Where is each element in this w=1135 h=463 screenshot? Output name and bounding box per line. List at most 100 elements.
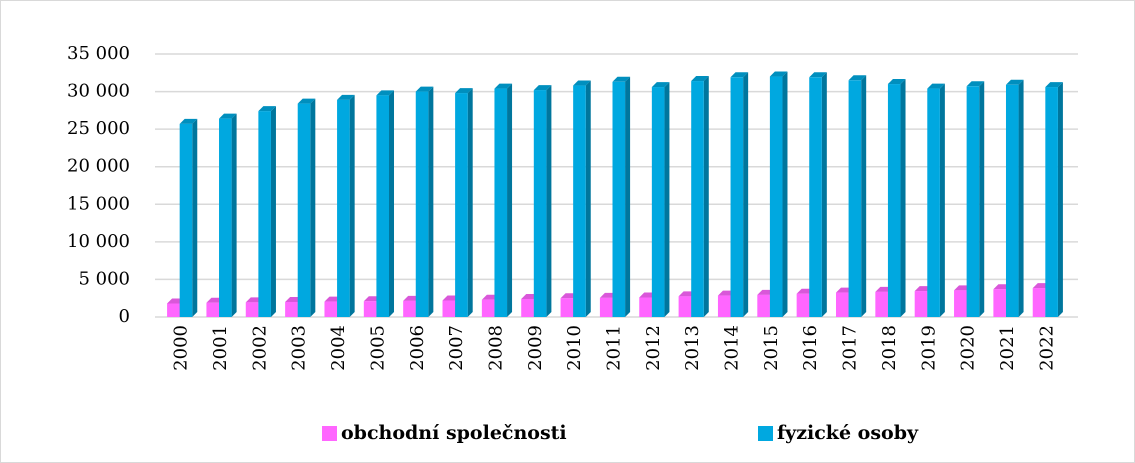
x-tick-label: 2006 <box>407 325 428 371</box>
bar-depth <box>743 72 749 318</box>
y-tick-label: 30 000 <box>67 81 130 102</box>
bar <box>651 87 665 317</box>
bar-depth <box>821 72 827 318</box>
bar-top <box>337 94 355 100</box>
bar <box>848 80 862 317</box>
y-tick-label: 35 000 <box>67 43 130 64</box>
bar <box>1005 84 1019 318</box>
bar <box>599 297 613 317</box>
bar-depth <box>1018 79 1024 318</box>
bar <box>1032 288 1046 317</box>
bar <box>442 300 456 317</box>
x-tick-label: 2016 <box>800 325 821 371</box>
bar <box>993 289 1006 317</box>
bar-top <box>494 83 513 89</box>
y-tick-label: 15 000 <box>67 193 130 214</box>
bar-top <box>887 79 906 85</box>
bar-top <box>415 86 434 92</box>
bar <box>954 290 967 317</box>
bar-depth <box>231 113 237 317</box>
bar-depth <box>192 118 198 317</box>
bar <box>337 99 350 317</box>
bar-depth <box>939 83 945 318</box>
bar-depth <box>389 90 395 317</box>
bar <box>612 81 626 317</box>
bar <box>769 76 783 318</box>
bar-depth <box>979 81 985 317</box>
bar-top <box>258 106 276 112</box>
bar-depth <box>625 76 631 317</box>
x-tick-label: 2007 <box>446 325 467 371</box>
x-tick-label: 2018 <box>879 325 900 371</box>
x-tick-label: 2001 <box>210 325 231 371</box>
bar <box>678 296 692 317</box>
x-tick-label: 2022 <box>1036 325 1057 371</box>
x-tick-label: 2021 <box>997 325 1018 371</box>
bar <box>560 298 574 317</box>
bar <box>1045 87 1058 317</box>
bar <box>757 294 770 317</box>
bar <box>258 111 271 317</box>
bar-top <box>691 76 709 82</box>
bar <box>809 77 822 318</box>
bar-depth <box>507 83 513 318</box>
bar-depth <box>310 98 316 317</box>
bar <box>403 300 416 317</box>
bar-top <box>297 98 316 104</box>
bar <box>415 91 429 317</box>
bar-depth <box>703 76 709 318</box>
x-tick-label: 2012 <box>643 325 664 371</box>
bar-depth <box>349 94 355 317</box>
bar <box>455 93 468 318</box>
x-tick-label: 2009 <box>525 325 546 371</box>
x-tick-label: 2013 <box>682 325 703 371</box>
legend-label: fyzické osoby <box>777 422 919 444</box>
bar <box>966 86 980 317</box>
bar <box>875 291 888 317</box>
bar <box>914 291 928 317</box>
bar <box>927 88 940 318</box>
bar-depth <box>664 82 670 317</box>
bar-top <box>730 72 749 78</box>
bar-depth <box>428 86 434 317</box>
legend-swatch <box>758 426 773 441</box>
x-tick-label: 2019 <box>918 325 939 371</box>
bar-depth <box>585 80 591 317</box>
bar-top <box>376 90 395 96</box>
bar-depth <box>861 75 867 317</box>
bar <box>481 299 495 317</box>
x-tick-label: 2015 <box>761 325 782 371</box>
x-tick-label: 2008 <box>485 325 506 371</box>
x-tick-label: 2004 <box>328 325 349 371</box>
bar <box>167 303 180 317</box>
y-tick-label: 10 000 <box>67 231 130 252</box>
x-tick-label: 2017 <box>840 325 861 371</box>
bar-depth <box>467 88 473 318</box>
bar-top <box>612 76 631 82</box>
bar <box>219 118 232 317</box>
bar <box>521 298 534 317</box>
bar <box>376 95 390 317</box>
x-tick-label: 2010 <box>564 325 585 371</box>
y-tick-label: 20 000 <box>67 156 130 177</box>
bar <box>179 123 193 317</box>
bar <box>324 301 338 317</box>
bar-top <box>1005 79 1024 85</box>
bar-top <box>651 82 670 88</box>
bar <box>717 295 731 317</box>
bar <box>573 85 586 317</box>
bar <box>363 301 377 317</box>
bar-top <box>1045 82 1063 88</box>
bar <box>887 84 901 317</box>
bar-top <box>573 80 591 86</box>
bar-top <box>848 75 867 81</box>
bar <box>206 302 220 317</box>
bar-depth <box>900 79 906 317</box>
legend-swatch <box>322 426 337 441</box>
x-tick-label: 2014 <box>722 325 743 371</box>
bar-depth <box>1057 82 1063 317</box>
bar-top <box>455 88 473 94</box>
bar <box>494 88 508 318</box>
bar-top <box>533 85 552 91</box>
